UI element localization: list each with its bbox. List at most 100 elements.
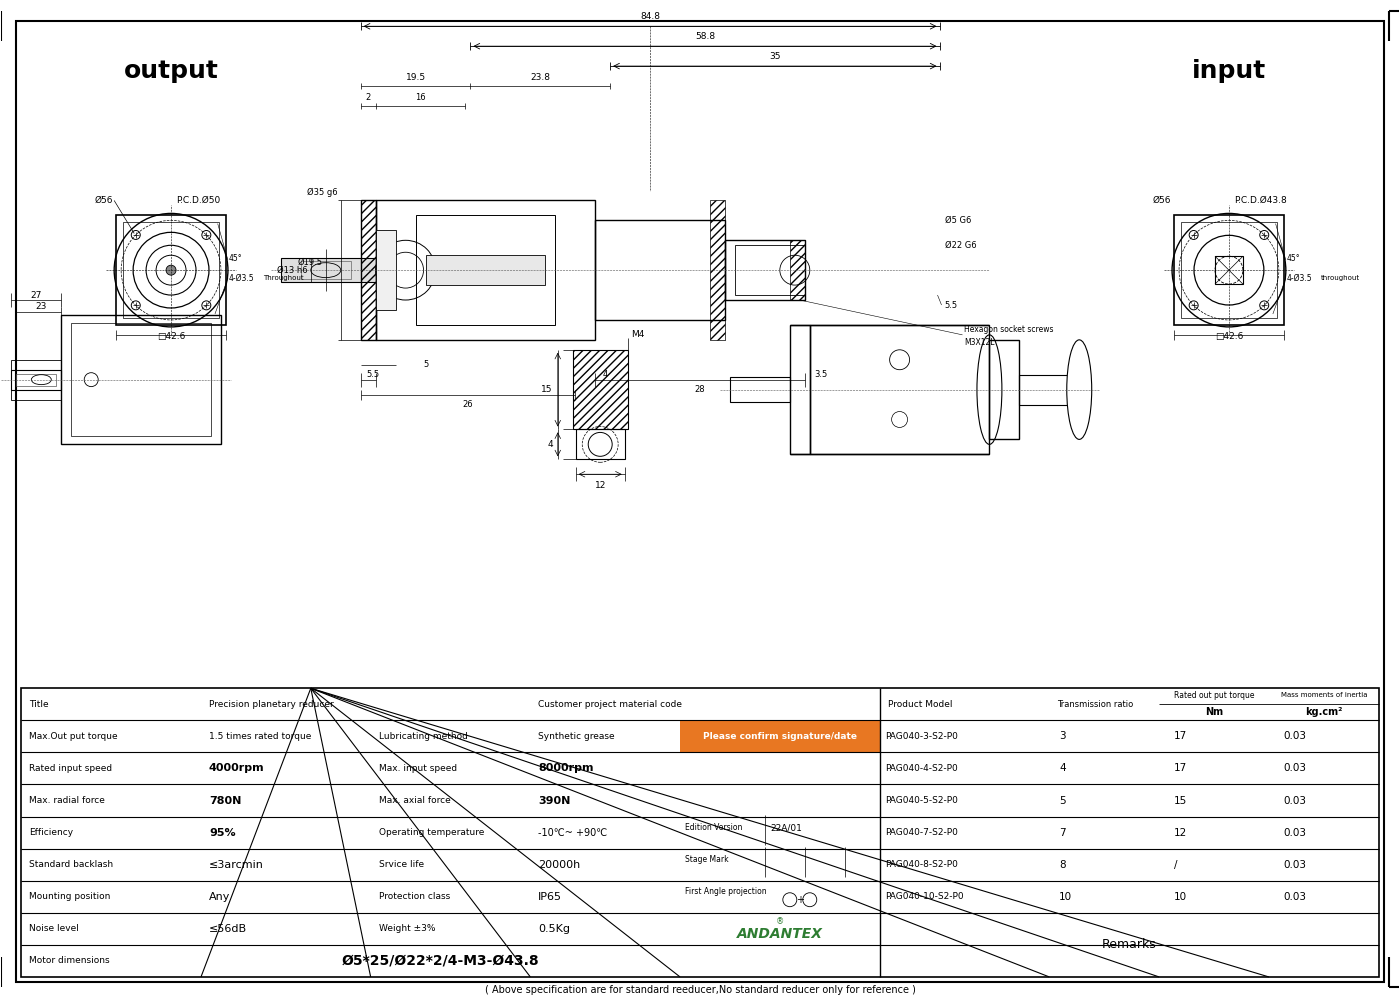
Text: Rated input speed: Rated input speed bbox=[29, 764, 112, 773]
Text: First Angle projection: First Angle projection bbox=[685, 887, 767, 896]
Text: PAG040-3-S2-P0: PAG040-3-S2-P0 bbox=[885, 732, 958, 741]
Text: 26: 26 bbox=[462, 400, 473, 409]
Text: Synthetic grease: Synthetic grease bbox=[539, 732, 615, 741]
Bar bbox=[990, 340, 1019, 440]
Text: 0.5Kg: 0.5Kg bbox=[539, 924, 570, 934]
Text: 4-Ø3.5: 4-Ø3.5 bbox=[1287, 274, 1312, 283]
Text: 58.8: 58.8 bbox=[694, 32, 715, 41]
Bar bbox=[790, 325, 809, 455]
Text: Max. input speed: Max. input speed bbox=[378, 764, 456, 773]
Text: 23.8: 23.8 bbox=[531, 73, 550, 82]
Text: Ø5*25/Ø22*2/4-M3-Ø43.8: Ø5*25/Ø22*2/4-M3-Ø43.8 bbox=[342, 954, 539, 968]
Bar bbox=[790, 241, 805, 300]
Text: 12: 12 bbox=[1175, 827, 1187, 837]
Text: 0.03: 0.03 bbox=[1284, 892, 1306, 902]
Text: M4: M4 bbox=[630, 331, 644, 340]
Text: PAG040-4-S2-P0: PAG040-4-S2-P0 bbox=[885, 764, 958, 773]
Text: Remarks: Remarks bbox=[1102, 938, 1156, 951]
Text: -10℃~ +90℃: -10℃~ +90℃ bbox=[539, 827, 608, 837]
Bar bbox=[375, 231, 396, 310]
Text: PAG040-8-S2-P0: PAG040-8-S2-P0 bbox=[885, 860, 958, 869]
Text: Nm: Nm bbox=[1205, 707, 1224, 717]
Text: Ø35 g6: Ø35 g6 bbox=[307, 189, 337, 198]
Bar bbox=[575, 430, 624, 460]
Bar bbox=[729, 378, 790, 402]
Text: 1.5 times rated torque: 1.5 times rated torque bbox=[209, 732, 311, 741]
Text: Efficiency: Efficiency bbox=[29, 828, 73, 837]
Text: 16: 16 bbox=[416, 93, 426, 102]
Bar bbox=[116, 216, 225, 325]
Text: 10: 10 bbox=[1060, 892, 1072, 902]
Bar bbox=[21, 688, 1379, 977]
Bar bbox=[725, 241, 805, 300]
Text: M3X12L: M3X12L bbox=[965, 339, 995, 348]
Text: 10: 10 bbox=[1175, 892, 1187, 902]
Text: 4: 4 bbox=[547, 440, 553, 449]
Ellipse shape bbox=[1067, 340, 1092, 440]
Text: Any: Any bbox=[209, 892, 231, 902]
Text: 4: 4 bbox=[1060, 763, 1065, 773]
Bar bbox=[1182, 223, 1277, 318]
Text: Customer project material code: Customer project material code bbox=[539, 699, 682, 708]
Text: Precision planetary reducer: Precision planetary reducer bbox=[209, 699, 333, 708]
Text: 0.03: 0.03 bbox=[1284, 827, 1306, 837]
Text: Ø56: Ø56 bbox=[95, 196, 113, 205]
Text: Ø13 h6: Ø13 h6 bbox=[277, 266, 308, 275]
Bar bbox=[1019, 375, 1079, 405]
Text: 780N: 780N bbox=[209, 795, 241, 805]
Text: 5.5: 5.5 bbox=[945, 301, 958, 310]
Bar bbox=[62, 315, 221, 445]
Text: 390N: 390N bbox=[539, 795, 571, 805]
Text: Motor dimensions: Motor dimensions bbox=[29, 956, 111, 965]
Text: 12: 12 bbox=[595, 482, 606, 491]
Circle shape bbox=[167, 265, 176, 275]
Text: Edition Version: Edition Version bbox=[685, 823, 742, 832]
Text: +: + bbox=[795, 895, 804, 905]
Text: 4: 4 bbox=[602, 370, 608, 379]
Text: 45°: 45° bbox=[1287, 254, 1301, 263]
Text: 45°: 45° bbox=[230, 254, 242, 263]
Bar bbox=[361, 201, 375, 340]
Text: ®: ® bbox=[776, 917, 784, 926]
Text: 2: 2 bbox=[365, 93, 371, 102]
Text: kg.cm²: kg.cm² bbox=[1305, 707, 1343, 717]
Bar bbox=[71, 323, 211, 437]
Text: 23: 23 bbox=[35, 303, 48, 312]
Text: PAG040-5-S2-P0: PAG040-5-S2-P0 bbox=[885, 796, 958, 805]
Text: Ø56: Ø56 bbox=[1152, 196, 1170, 205]
Text: 17: 17 bbox=[1175, 763, 1187, 773]
Text: Max.Out put torque: Max.Out put torque bbox=[29, 732, 118, 741]
Text: 8000rpm: 8000rpm bbox=[539, 763, 594, 773]
Bar bbox=[416, 216, 556, 325]
Bar bbox=[301, 261, 350, 279]
Text: 28: 28 bbox=[694, 385, 706, 394]
Bar bbox=[11, 360, 62, 400]
Text: IP65: IP65 bbox=[539, 892, 563, 902]
Text: ≤56dB: ≤56dB bbox=[209, 924, 248, 934]
Text: Ø19.5: Ø19.5 bbox=[298, 258, 323, 267]
Text: 4000rpm: 4000rpm bbox=[209, 763, 265, 773]
Text: ANDANTEX: ANDANTEX bbox=[736, 927, 823, 941]
Bar bbox=[123, 223, 218, 318]
Text: ≤3arcmin: ≤3arcmin bbox=[209, 860, 263, 870]
Text: 0.03: 0.03 bbox=[1284, 731, 1306, 741]
Text: Mass moments of inertia: Mass moments of inertia bbox=[1281, 692, 1366, 698]
Text: Max. axial force: Max. axial force bbox=[378, 796, 451, 805]
Text: Operating temperature: Operating temperature bbox=[378, 828, 484, 837]
Text: Hexagon socket screws: Hexagon socket screws bbox=[965, 326, 1054, 335]
Bar bbox=[573, 350, 627, 430]
Bar bbox=[11, 370, 62, 390]
Text: input: input bbox=[1191, 59, 1266, 83]
Bar bbox=[735, 246, 805, 295]
Text: □42.6: □42.6 bbox=[1215, 333, 1243, 342]
Bar bbox=[1215, 256, 1243, 284]
Text: Noise level: Noise level bbox=[29, 924, 80, 933]
Text: 0.03: 0.03 bbox=[1284, 795, 1306, 805]
Text: 95%: 95% bbox=[209, 827, 235, 837]
Text: Lubricating method: Lubricating method bbox=[378, 732, 468, 741]
Bar bbox=[809, 325, 990, 455]
Text: 22A/01: 22A/01 bbox=[770, 823, 802, 832]
Bar bbox=[710, 201, 725, 340]
Text: □42.6: □42.6 bbox=[157, 333, 185, 342]
Bar bbox=[375, 201, 595, 340]
